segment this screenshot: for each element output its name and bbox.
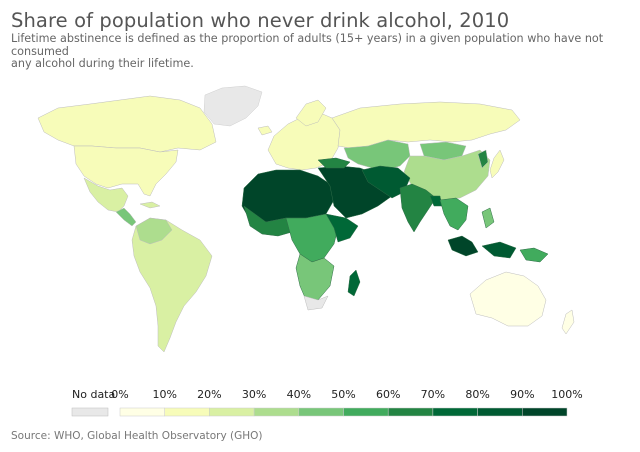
- legend-tick-label: 10%: [152, 388, 177, 401]
- region-new-zealand[interactable]: [561, 309, 575, 335]
- region-australia[interactable]: [469, 271, 547, 327]
- region-scandinavia[interactable]: [295, 99, 327, 127]
- legend-no-data-box: [71, 407, 109, 417]
- legend-tick-label: 80%: [465, 388, 490, 401]
- region-indonesia-east[interactable]: [481, 241, 517, 259]
- legend-bin-60-70%[interactable]: [387, 407, 434, 417]
- legend-bin-10-20%[interactable]: [164, 407, 210, 417]
- legend-bin-20-30%[interactable]: [209, 407, 255, 417]
- legend-bin-70-80%[interactable]: [432, 407, 478, 417]
- region-central-africa[interactable]: [285, 213, 339, 263]
- legend-tick-label: 0%: [111, 388, 129, 401]
- legend-tick-label: 90%: [510, 388, 535, 401]
- chart-subtitle: Lifetime abstinence is defined as the pr…: [11, 32, 640, 71]
- region-north-africa[interactable]: [241, 169, 335, 223]
- legend-bin-90-100%[interactable]: [522, 407, 568, 417]
- region-papua[interactable]: [519, 247, 549, 263]
- legend-tick-label: 50%: [331, 388, 356, 401]
- subtitle-line-2: any alcohol during their lifetime.: [11, 57, 194, 70]
- region-caribbean[interactable]: [139, 201, 161, 209]
- legend-bin-50-60%[interactable]: [343, 407, 389, 417]
- legend-tick-label: 70%: [420, 388, 446, 401]
- region-madagascar[interactable]: [347, 269, 361, 297]
- region-japan[interactable]: [489, 149, 505, 179]
- region-southeast-asia[interactable]: [439, 197, 469, 231]
- legend-bin-40-50%[interactable]: [298, 407, 344, 417]
- legend-tick-label: 30%: [241, 388, 267, 401]
- region-turkey[interactable]: [317, 157, 351, 169]
- region-india[interactable]: [399, 183, 437, 233]
- legend-tick-label: 20%: [197, 388, 222, 401]
- region-korea[interactable]: [477, 149, 489, 169]
- subtitle-line-1: Lifetime abstinence is defined as the pr…: [11, 32, 604, 58]
- legend-color-scale: [119, 407, 568, 417]
- legend-no-data-label: No data: [72, 388, 116, 401]
- region-russia[interactable]: [331, 101, 521, 149]
- region-west-africa[interactable]: [243, 205, 293, 237]
- region-indonesia[interactable]: [447, 235, 479, 257]
- legend-tick-label: 40%: [286, 388, 312, 401]
- region-colombia-venezuela[interactable]: [135, 217, 173, 245]
- legend-bin-30-40%[interactable]: [253, 407, 300, 417]
- region-greenland[interactable]: [203, 85, 263, 127]
- region-philippines[interactable]: [481, 207, 495, 229]
- region-usa[interactable]: [73, 145, 179, 197]
- region-iceland[interactable]: [257, 125, 273, 136]
- region-south-africa[interactable]: [303, 295, 329, 311]
- legend-tick-label: 60%: [375, 388, 401, 401]
- region-central-asia[interactable]: [343, 139, 411, 171]
- legend-bin-0-10%[interactable]: [119, 407, 165, 417]
- region-canada[interactable]: [37, 95, 217, 153]
- region-central-america[interactable]: [115, 207, 137, 227]
- chart-title: Share of population who never drink alco…: [11, 9, 510, 32]
- region-east-africa[interactable]: [325, 213, 359, 243]
- legend-tick-label: 100%: [551, 388, 583, 401]
- legend-bin-80-90%[interactable]: [477, 407, 523, 417]
- region-mexico[interactable]: [83, 177, 129, 213]
- region-south-america[interactable]: [131, 217, 213, 353]
- region-southern-africa[interactable]: [295, 253, 335, 301]
- source-note: Source: WHO, Global Health Observatory (…: [11, 430, 263, 442]
